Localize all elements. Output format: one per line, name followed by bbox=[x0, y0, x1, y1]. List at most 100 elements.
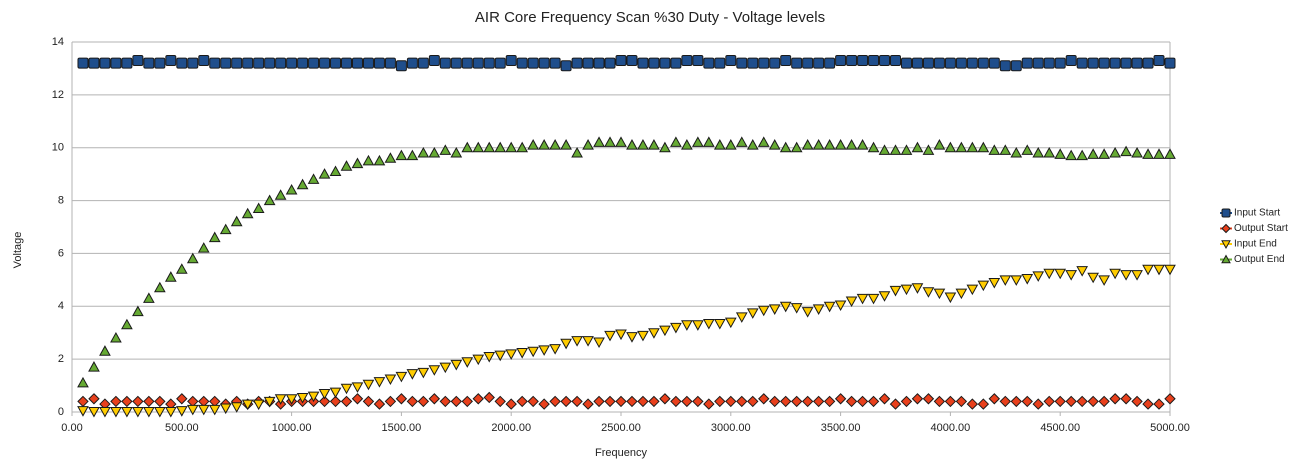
data-point bbox=[450, 146, 463, 158]
data-point bbox=[955, 141, 968, 153]
data-point bbox=[296, 392, 309, 404]
data-point bbox=[538, 345, 550, 356]
data-point bbox=[648, 395, 660, 408]
y-axis-label: Voltage bbox=[12, 232, 24, 269]
data-point bbox=[329, 395, 342, 408]
data-point bbox=[1164, 57, 1176, 69]
data-point bbox=[725, 55, 737, 66]
data-point bbox=[494, 350, 507, 362]
data-point bbox=[702, 318, 715, 330]
data-point bbox=[1043, 268, 1056, 280]
data-point bbox=[988, 393, 1001, 405]
data-point bbox=[483, 141, 496, 153]
data-point bbox=[153, 281, 166, 293]
data-point bbox=[867, 395, 880, 408]
x-tick-label: 4500.00 bbox=[1040, 422, 1080, 434]
data-point bbox=[933, 139, 946, 150]
data-point bbox=[110, 395, 122, 408]
data-point bbox=[1054, 395, 1066, 408]
data-point bbox=[176, 393, 188, 405]
data-point bbox=[208, 404, 221, 416]
data-point bbox=[889, 398, 902, 410]
data-point bbox=[132, 406, 144, 418]
data-point bbox=[472, 141, 485, 153]
data-point bbox=[736, 57, 748, 69]
x-tick-label: 1500.00 bbox=[382, 422, 422, 434]
data-point bbox=[197, 242, 210, 253]
legend-marker bbox=[1221, 240, 1231, 250]
data-point bbox=[318, 168, 331, 179]
data-point bbox=[88, 406, 100, 418]
data-point bbox=[571, 146, 583, 158]
data-point bbox=[560, 60, 572, 72]
data-point bbox=[1043, 395, 1055, 408]
data-point bbox=[1087, 395, 1099, 408]
data-point bbox=[110, 406, 122, 418]
data-point bbox=[1087, 148, 1099, 159]
data-point bbox=[263, 396, 276, 408]
data-point bbox=[878, 144, 891, 155]
data-point bbox=[175, 263, 188, 274]
data-point bbox=[1021, 144, 1034, 155]
data-point bbox=[319, 57, 331, 69]
data-point bbox=[1131, 146, 1143, 158]
data-point bbox=[516, 395, 528, 408]
data-point bbox=[88, 393, 100, 405]
legend-marker bbox=[1221, 208, 1231, 218]
data-point bbox=[1164, 264, 1176, 276]
data-point bbox=[835, 55, 847, 66]
data-point bbox=[77, 406, 89, 417]
data-point bbox=[395, 149, 408, 161]
data-point bbox=[900, 395, 913, 408]
data-point bbox=[615, 329, 627, 341]
data-point bbox=[1120, 145, 1132, 157]
data-point bbox=[417, 395, 430, 408]
data-point bbox=[856, 139, 869, 150]
data-point bbox=[329, 387, 342, 399]
data-point bbox=[99, 406, 111, 418]
data-point bbox=[713, 318, 726, 330]
data-point bbox=[373, 377, 386, 388]
data-point bbox=[988, 278, 1001, 289]
data-point bbox=[1120, 270, 1132, 281]
data-point bbox=[922, 57, 934, 69]
data-point bbox=[637, 139, 649, 150]
data-point bbox=[637, 395, 649, 408]
data-point bbox=[1164, 148, 1176, 159]
y-tick-label: 12 bbox=[52, 89, 64, 101]
data-point bbox=[966, 57, 978, 69]
data-point bbox=[933, 288, 946, 300]
data-point bbox=[1142, 398, 1154, 410]
data-point bbox=[549, 395, 561, 408]
data-point bbox=[176, 57, 188, 69]
data-point bbox=[428, 146, 441, 158]
data-point bbox=[1076, 57, 1088, 69]
data-point bbox=[790, 141, 803, 153]
data-point bbox=[801, 395, 814, 408]
data-point bbox=[999, 144, 1012, 155]
data-point bbox=[99, 57, 111, 69]
data-point bbox=[384, 57, 396, 69]
data-point bbox=[472, 393, 484, 405]
data-point bbox=[274, 189, 287, 200]
data-point bbox=[857, 55, 869, 66]
data-point bbox=[604, 395, 616, 408]
data-point bbox=[823, 301, 836, 313]
data-point bbox=[977, 141, 990, 153]
data-point bbox=[308, 57, 320, 69]
data-point bbox=[121, 318, 133, 330]
data-point bbox=[878, 291, 891, 302]
data-point bbox=[516, 141, 529, 153]
data-point bbox=[527, 57, 539, 69]
data-point bbox=[373, 57, 385, 69]
legend-label: Input Start bbox=[1234, 208, 1280, 219]
data-point bbox=[340, 395, 353, 408]
data-point bbox=[549, 57, 561, 69]
data-point bbox=[1109, 393, 1121, 405]
data-point bbox=[681, 320, 693, 331]
data-point bbox=[406, 395, 419, 408]
data-point bbox=[955, 395, 968, 408]
data-point bbox=[593, 57, 605, 69]
data-point bbox=[768, 304, 781, 315]
data-point bbox=[154, 57, 166, 69]
